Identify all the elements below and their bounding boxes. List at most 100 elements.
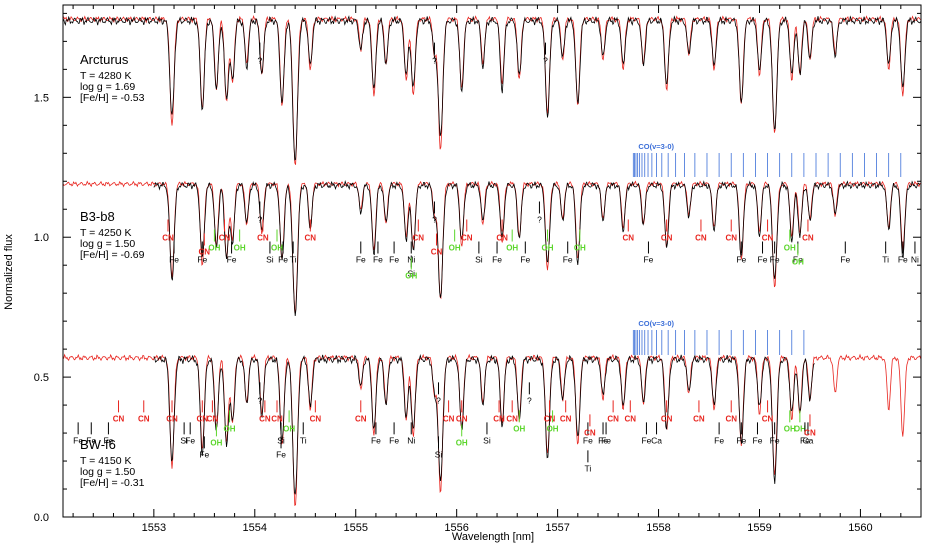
y-tick-label: 1.5 [34, 92, 49, 104]
line-id-label: CN [271, 414, 283, 423]
line-id-label: Si [180, 435, 188, 445]
line-id-label: CN [506, 414, 518, 423]
line-id-label: OH [794, 424, 806, 433]
line-id-label: OH [506, 244, 518, 253]
line-id-label: OH [449, 244, 461, 253]
line-id-label: CN [804, 428, 816, 437]
line-id-label: CN [259, 414, 271, 423]
line-id-label: Fe [373, 255, 383, 265]
line-id-label: OH [271, 244, 283, 253]
star-parameter-label: [Fe/H] = -0.53 [80, 92, 145, 104]
line-id-label: ? [537, 215, 542, 225]
line-id-label: Fe [840, 255, 850, 265]
line-id-label: CN [622, 234, 634, 243]
line-id-label: Fe [520, 255, 530, 265]
line-id-label: OH [784, 244, 796, 253]
line-id-label: Fe [714, 435, 724, 445]
line-id-label: CN [166, 414, 178, 423]
line-id-label: CN [725, 414, 737, 423]
line-id-label: CN [584, 428, 596, 437]
line-id-label: OH [547, 424, 559, 433]
line-id-label: OH [542, 244, 554, 253]
line-id-label: ? [257, 395, 262, 405]
line-id-label: CN [197, 414, 209, 423]
observed-spectrum-line [153, 354, 815, 495]
star-parameter-label: log g = 1.50 [80, 238, 135, 250]
line-id-label: Fe [103, 435, 113, 445]
line-id-label: CN [431, 248, 443, 257]
line-id-label: Fe [583, 435, 593, 445]
line-id-label: OH [513, 424, 525, 433]
line-id-label: Si [266, 255, 274, 265]
line-id-label: Fe [169, 255, 179, 265]
line-id-label: OH [224, 424, 236, 433]
star-name-label: BW-f6 [80, 437, 116, 452]
y-tick-label: 1.0 [34, 232, 49, 244]
line-id-label: OH [208, 244, 220, 253]
star-parameter-label: log g = 1.50 [80, 466, 135, 478]
line-id-label: Fe [371, 435, 381, 445]
line-id-label: Fe [770, 255, 780, 265]
line-id-label: Ni [911, 255, 919, 265]
line-id-label: CN [560, 414, 572, 423]
line-id-label: Ti [290, 255, 297, 265]
line-id-label: Fe [563, 255, 573, 265]
line-id-label: Fe [736, 435, 746, 445]
co-bandhead-label: CO(v=3-0) [638, 142, 674, 151]
line-id-label: ? [432, 56, 437, 66]
line-id-label: Fe [197, 255, 207, 265]
line-id-label: Ca [651, 435, 662, 445]
line-id-label: CN [496, 234, 508, 243]
line-id-label: Fe [389, 435, 399, 445]
line-id-label: CN [695, 234, 707, 243]
line-id-label: ? [257, 56, 262, 66]
line-id-label: Fe [736, 255, 746, 265]
line-id-label: Fe [227, 255, 237, 265]
line-id-label: OH [405, 272, 417, 281]
line-id-label: CN [443, 414, 455, 423]
line-id-label: CN [762, 414, 774, 423]
x-tick-label: 1553 [142, 522, 166, 534]
line-id-label: CN [113, 414, 125, 423]
star-name-label: Arcturus [80, 52, 129, 67]
line-id-label: Fe [185, 435, 195, 445]
line-id-label: Si [475, 255, 483, 265]
line-id-label: CN [219, 234, 231, 243]
line-id-label: OH [792, 258, 804, 267]
line-id-label: CN [493, 414, 505, 423]
line-id-label: CN [607, 414, 619, 423]
axes: 1553 1554 1555 1556 1557 1558 1559 1560 0.0 0.5 1.… [34, 4, 922, 534]
line-id-label: CN [162, 234, 174, 243]
line-id-label: OH [234, 244, 246, 253]
x-tick-label: 1554 [243, 522, 267, 534]
star-parameter-label: [Fe/H] = -0.31 [80, 477, 145, 489]
line-id-label: CN [802, 234, 814, 243]
line-id-label: Fe [389, 255, 399, 265]
line-id-label: ? [543, 56, 548, 66]
line-id-label: CN [725, 234, 737, 243]
line-id-label: Ca [803, 435, 814, 445]
line-id-label: Fe [643, 255, 653, 265]
line-id-label: CN [661, 234, 673, 243]
star-parameter-label: [Fe/H] = -0.69 [80, 249, 145, 261]
line-id-label: Si [483, 435, 491, 445]
line-id-label: Fe [758, 255, 768, 265]
line-id-label: Fe [276, 449, 286, 459]
line-id-label: CN [413, 234, 425, 243]
line-id-label: CN [257, 234, 269, 243]
line-id-label: CN [138, 414, 150, 423]
x-tick-label: 1559 [747, 522, 771, 534]
line-id-label: Si [407, 269, 415, 279]
line-id-label: CN [544, 414, 556, 423]
line-id-label: Fe [73, 435, 83, 445]
star-parameter-label: T = 4250 K [80, 227, 131, 239]
line-id-label: Fe [753, 435, 763, 445]
star-parameter-label: T = 4280 K [80, 70, 131, 82]
line-id-label: Fe [601, 435, 611, 445]
line-id-label: OH [784, 424, 796, 433]
line-id-label: CN [305, 234, 317, 243]
line-id-label: Fe [793, 255, 803, 265]
line-id-label: ? [432, 215, 437, 225]
